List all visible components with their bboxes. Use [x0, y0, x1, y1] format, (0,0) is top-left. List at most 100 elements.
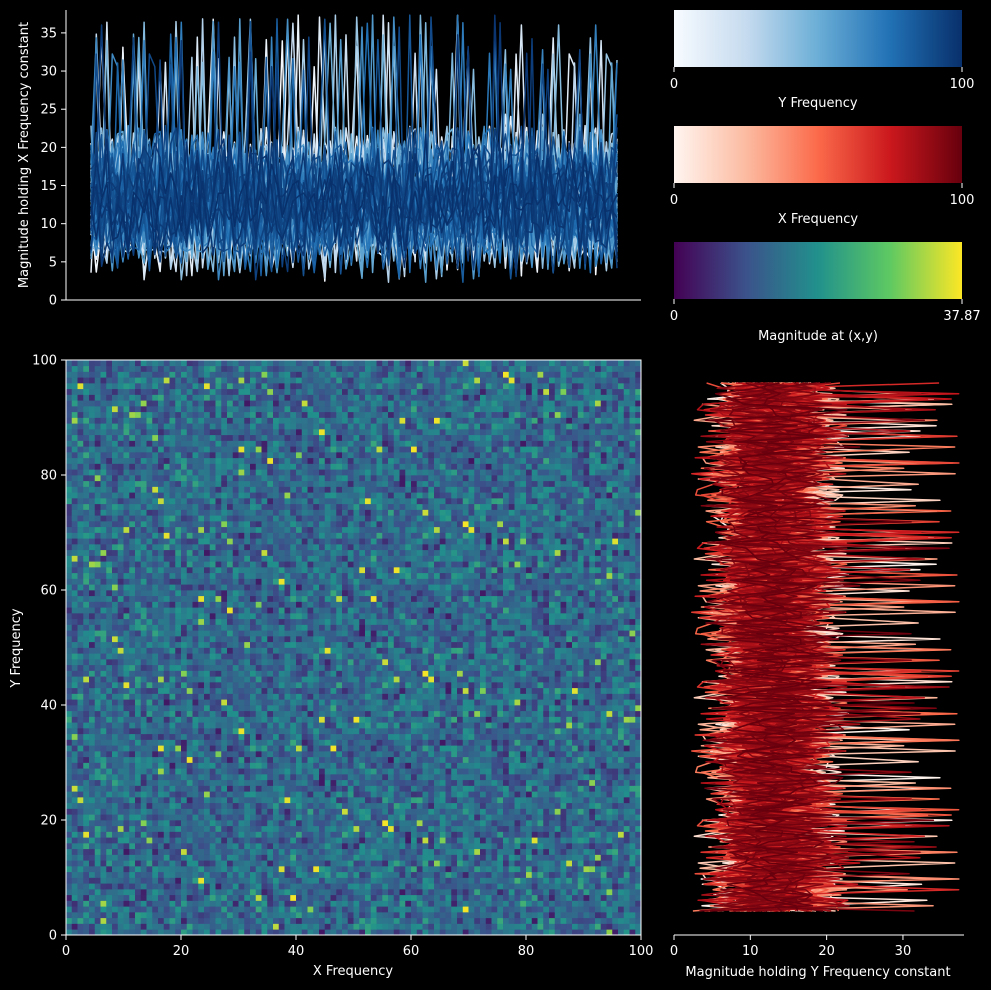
heatmap-cell: [106, 871, 113, 878]
heatmap-cell: [554, 756, 561, 763]
heatmap-cell: [181, 687, 188, 694]
heatmap-cell: [388, 728, 395, 735]
heatmap-cell: [480, 705, 487, 712]
heatmap-cell: [485, 877, 492, 884]
heatmap-cell: [549, 716, 556, 723]
heatmap-cell: [232, 797, 239, 804]
heatmap-cell: [508, 825, 515, 832]
heatmap-cell: [595, 848, 602, 855]
heatmap-cell: [140, 676, 147, 683]
heatmap-cell: [129, 762, 136, 769]
heatmap-cell: [612, 802, 619, 809]
heatmap-cell: [445, 664, 452, 671]
heatmap-cell: [140, 797, 147, 804]
heatmap-cell: [313, 710, 320, 717]
heatmap-cell: [537, 860, 544, 867]
heatmap-cell: [422, 791, 429, 798]
heatmap-cell: [175, 779, 182, 786]
heatmap-cell: [330, 877, 337, 884]
heatmap-cell: [549, 791, 556, 798]
heatmap-cell: [140, 900, 147, 907]
heatmap-cell: [290, 825, 297, 832]
heatmap-cell: [204, 756, 211, 763]
heatmap-cell: [468, 808, 475, 815]
heatmap-cell: [112, 917, 119, 924]
heatmap-cell: [629, 693, 636, 700]
heatmap-cell: [428, 693, 435, 700]
heatmap-cell: [583, 871, 590, 878]
heatmap-cell: [353, 728, 360, 735]
heatmap-cell: [313, 808, 320, 815]
heatmap-cell: [89, 739, 96, 746]
heatmap-cell: [549, 751, 556, 758]
heatmap-cell: [497, 670, 504, 677]
heatmap-cell: [376, 923, 383, 930]
heatmap-cell: [462, 831, 469, 838]
heatmap-cell: [169, 705, 176, 712]
heatmap-cell: [71, 710, 78, 717]
heatmap-cell: [209, 699, 216, 706]
heatmap-cell: [301, 751, 308, 758]
heatmap-cell: [388, 670, 395, 677]
heatmap-cell: [290, 710, 297, 717]
heatmap-cell: [204, 802, 211, 809]
heatmap-cell: [600, 745, 607, 752]
heatmap-cell: [319, 739, 326, 746]
heatmap-cell: [319, 682, 326, 689]
heatmap-cell: [129, 739, 136, 746]
heatmap-cell: [612, 670, 619, 677]
heatmap-cell: [526, 894, 533, 901]
heatmap-cell: [612, 871, 619, 878]
heatmap-cell: [589, 923, 596, 930]
heatmap-cell: [66, 894, 73, 901]
heatmap-cell: [411, 797, 418, 804]
heatmap-cell: [468, 906, 475, 913]
heatmap-cell: [77, 705, 84, 712]
heatmap-cell: [324, 762, 331, 769]
heatmap-cell: [71, 664, 78, 671]
heatmap-cell: [353, 917, 360, 924]
heatmap-cell: [89, 785, 96, 792]
heatmap-cell: [100, 762, 107, 769]
heatmap-cell: [123, 745, 130, 752]
heatmap-cell: [250, 871, 257, 878]
heatmap-cell: [250, 682, 257, 689]
heatmap-cell: [376, 682, 383, 689]
heatmap-cell: [163, 762, 170, 769]
heatmap-cell: [595, 664, 602, 671]
heatmap-cell: [330, 802, 337, 809]
heatmap-cell: [549, 779, 556, 786]
heatmap-cell: [152, 659, 159, 666]
heatmap-cell: [181, 843, 188, 850]
heatmap-cell: [204, 837, 211, 844]
heatmap-cell: [365, 791, 372, 798]
heatmap-cell: [347, 917, 354, 924]
heatmap-cell: [296, 779, 303, 786]
heatmap-cell: [526, 917, 533, 924]
heatmap-cell: [123, 756, 130, 763]
heatmap-cell: [261, 929, 268, 936]
heatmap-cell: [100, 889, 107, 896]
heatmap-cell: [198, 756, 205, 763]
heatmap-cell: [209, 710, 216, 717]
heatmap-cell: [635, 825, 642, 832]
heatmap-cell: [112, 756, 119, 763]
heatmap-cell: [273, 664, 280, 671]
heatmap-cell: [612, 894, 619, 901]
heatmap-cell: [537, 756, 544, 763]
heatmap-cell: [227, 894, 234, 901]
heatmap-cell: [66, 693, 73, 700]
heatmap-cell: [112, 699, 119, 706]
heatmap-cell: [209, 814, 216, 821]
heatmap-cell: [267, 883, 274, 890]
heatmap-cell: [537, 768, 544, 775]
heatmap-cell: [370, 664, 377, 671]
heatmap-cell: [353, 762, 360, 769]
heatmap-cell: [514, 699, 521, 706]
heatmap-cell: [163, 756, 170, 763]
heatmap-cell: [284, 722, 291, 729]
heatmap-cell: [278, 866, 285, 873]
heatmap-cell: [457, 825, 464, 832]
heatmap-cell: [629, 762, 636, 769]
heatmap-cell: [267, 728, 274, 735]
